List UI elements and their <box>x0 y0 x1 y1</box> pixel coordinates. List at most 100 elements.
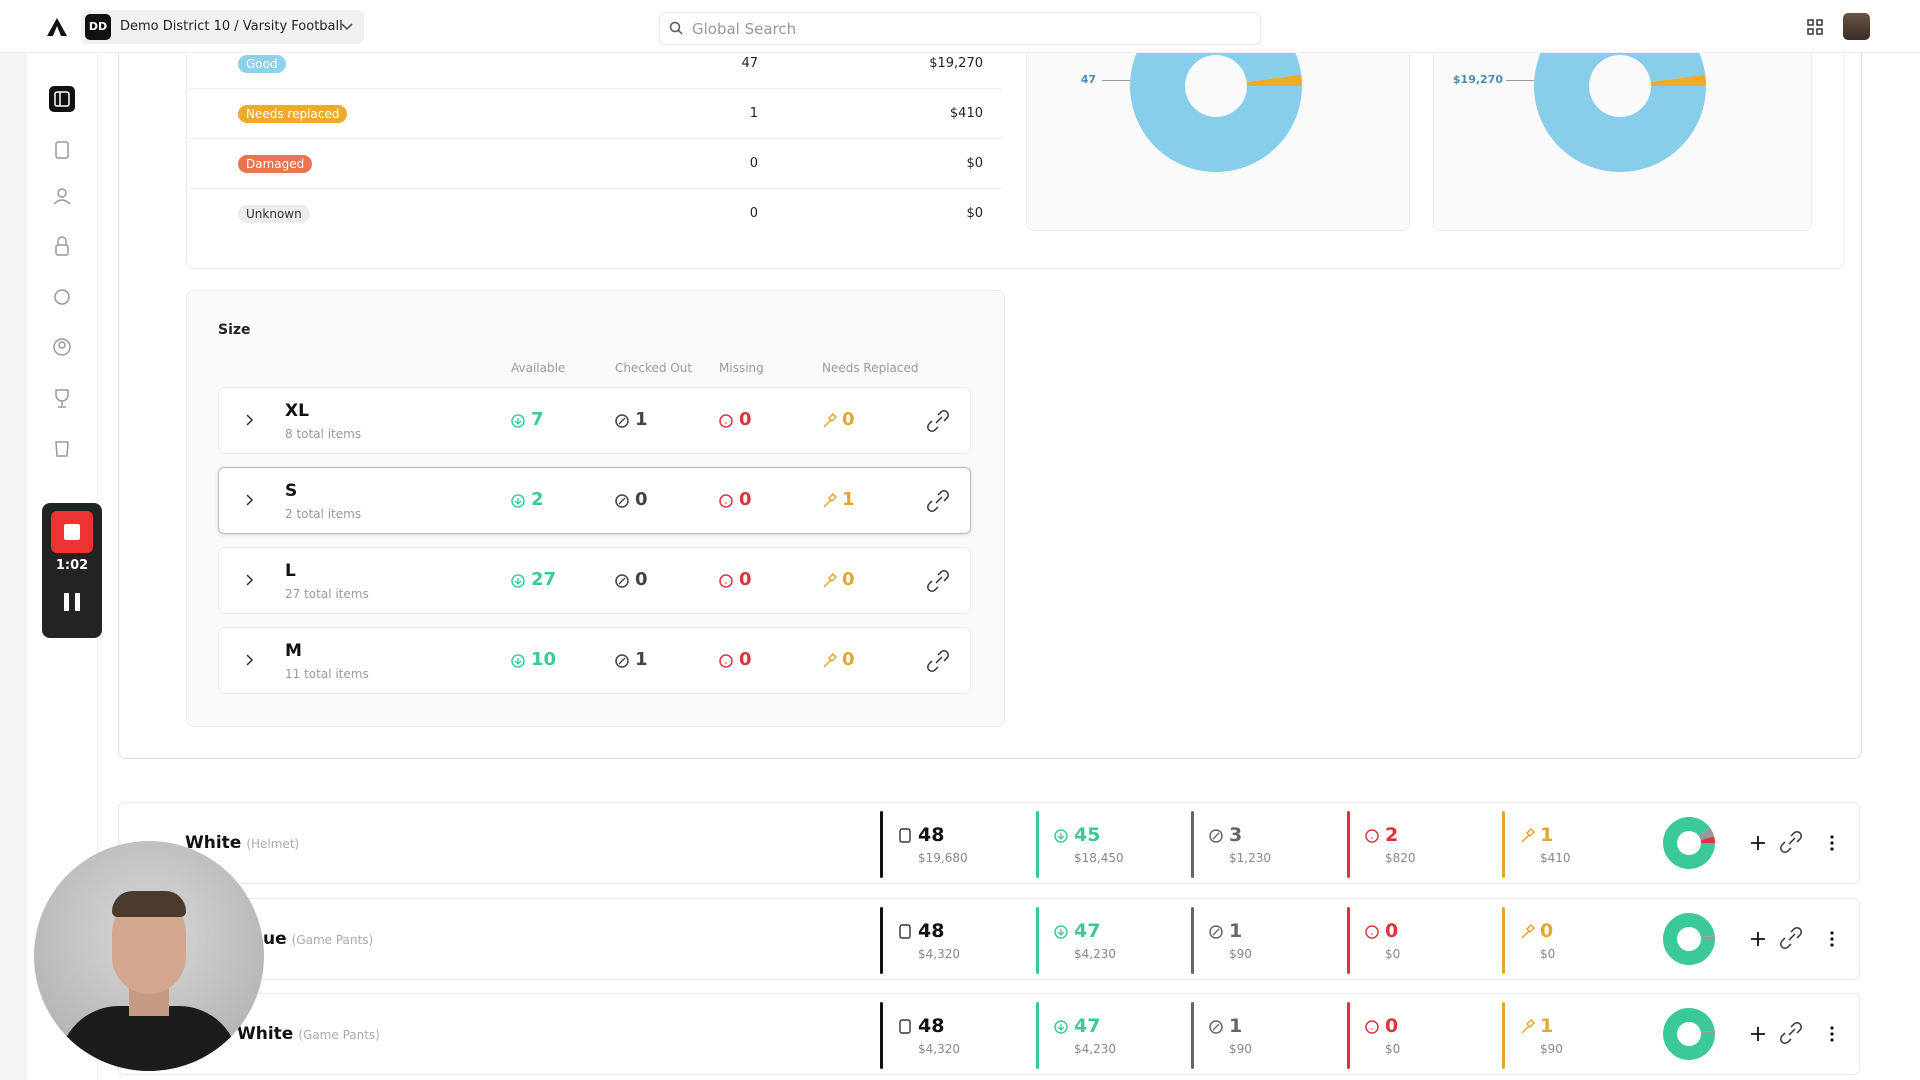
donut-segment <box>1662 912 1715 965</box>
item-name: ue (Game Pants) <box>263 928 374 949</box>
icon <box>719 494 733 508</box>
size-row[interactable] <box>218 387 971 454</box>
stat-count: 1 <box>1229 1015 1243 1037</box>
item-name: White (Game Pants) <box>237 1024 380 1044</box>
size-label: L <box>285 561 296 581</box>
stat-count: 48 <box>918 824 945 846</box>
stat-border <box>1191 906 1194 974</box>
stat-count: 45 <box>1074 824 1101 846</box>
donut-segment <box>1662 1008 1715 1061</box>
stat-count: 3 <box>1229 824 1243 846</box>
size-title: Size <box>218 322 251 338</box>
icon <box>615 414 629 428</box>
stat-border <box>1347 811 1350 878</box>
menu-dot <box>1830 847 1834 851</box>
item-row[interactable] <box>118 993 1860 1075</box>
webcam <box>34 841 264 1071</box>
item-type: (Game Pants) <box>298 1028 380 1042</box>
org-name: Demo District 10 / Varsity Football <box>120 19 343 34</box>
apps-icon[interactable] <box>1807 19 1823 35</box>
icon <box>823 412 838 428</box>
stat-border <box>880 1002 883 1069</box>
size-label: M <box>285 641 302 661</box>
size-count: 2 <box>531 489 544 510</box>
search-box[interactable]: Global Search <box>659 12 1261 45</box>
icon <box>1057 928 1065 936</box>
row-separator <box>186 188 1002 189</box>
item-row[interactable] <box>118 897 1860 980</box>
org-initials: DD <box>85 14 111 40</box>
size-count: 1 <box>842 489 855 510</box>
stat-border <box>880 906 883 974</box>
size-count: 0 <box>739 489 752 510</box>
condition-value: $410 <box>949 106 983 121</box>
icon <box>1057 833 1065 840</box>
stat-border <box>1502 906 1505 974</box>
row-separator <box>186 138 1002 139</box>
icon <box>719 574 733 588</box>
logo[interactable] <box>45 16 69 38</box>
link-icon <box>1780 1022 1802 1044</box>
link-icon <box>927 570 949 592</box>
row-separator <box>186 88 1002 89</box>
icon <box>1212 928 1220 935</box>
size-row[interactable] <box>218 627 971 694</box>
sidebar <box>0 0 28 1080</box>
size-row[interactable] <box>218 547 971 614</box>
icon <box>511 654 525 668</box>
org-selector[interactable]: DD Demo District 10 / Varsity Football <box>81 10 364 44</box>
icon <box>1371 837 1373 839</box>
menu-dot <box>1830 942 1834 947</box>
avatar[interactable] <box>1843 13 1870 40</box>
pie-leader-line <box>1102 80 1130 81</box>
size-count: 27 <box>531 569 557 590</box>
size-count: 1 <box>635 409 648 430</box>
size-total: 11 total items <box>285 667 369 681</box>
chevron <box>246 414 254 426</box>
icon <box>511 494 525 508</box>
size-count: 1 <box>635 649 648 670</box>
stop-button[interactable] <box>51 511 93 553</box>
donut-segment <box>1700 935 1715 939</box>
condition-badge: Damaged <box>238 155 313 173</box>
icon <box>1521 1018 1536 1034</box>
top-bar: DD Demo District 10 / Varsity Football G… <box>0 0 1920 53</box>
stat-value: $19,680 <box>918 851 968 865</box>
column-header: Available <box>511 361 566 375</box>
icon <box>1371 1028 1373 1030</box>
size-row-icons <box>246 490 949 512</box>
link-icon <box>927 410 949 432</box>
plus-icon <box>1751 836 1765 850</box>
item-row[interactable] <box>118 802 1860 884</box>
condition-value: $0 <box>966 156 983 171</box>
stat-count: 0 <box>1385 919 1399 942</box>
stat-count: 2 <box>1385 824 1399 846</box>
condition-count: 1 <box>749 106 758 121</box>
menu-dot <box>1830 930 1834 935</box>
icon <box>899 1019 911 1034</box>
icon <box>719 654 733 668</box>
search-icon <box>669 21 683 35</box>
menu-dot <box>1830 841 1834 845</box>
icon <box>899 923 911 939</box>
size-row[interactable] <box>218 467 971 534</box>
condition-badge: Needs replaced <box>238 105 348 123</box>
donut-segment <box>1700 1030 1715 1034</box>
stat-border <box>1036 811 1039 878</box>
icon <box>1521 827 1536 843</box>
plus-icon <box>1751 931 1765 946</box>
icon <box>1371 932 1373 935</box>
icon <box>899 828 911 843</box>
menu-dot <box>1830 936 1834 941</box>
stat-count: 48 <box>918 1015 945 1037</box>
stat-value: $4,320 <box>918 1042 960 1056</box>
menu-dot <box>1830 1038 1834 1042</box>
icon <box>615 574 629 588</box>
icon <box>823 572 838 588</box>
sidebar-icons[interactable] <box>27 82 97 502</box>
icon <box>514 658 522 665</box>
size-total: 2 total items <box>285 507 362 521</box>
chevron-down <box>341 23 353 31</box>
pause-button[interactable] <box>64 593 80 611</box>
icon <box>725 422 727 424</box>
